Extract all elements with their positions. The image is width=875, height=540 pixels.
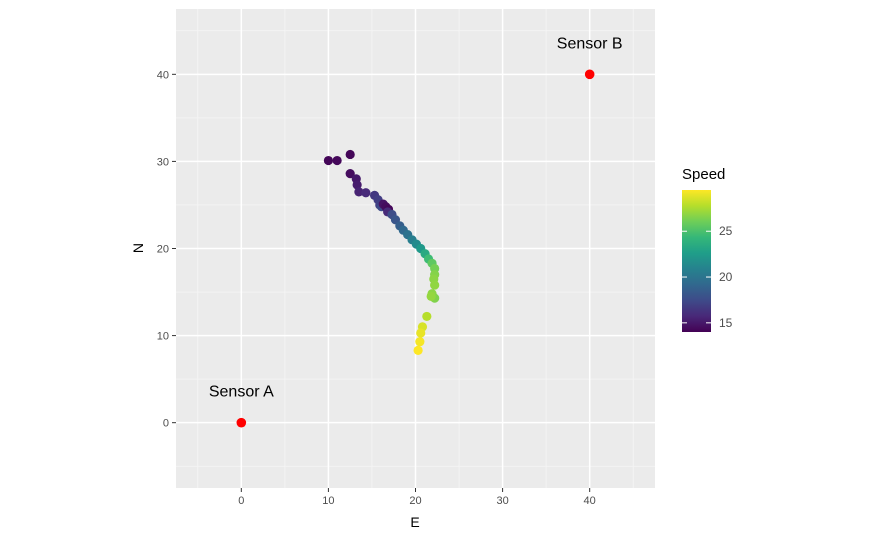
- y-tick-label: 30: [157, 156, 169, 168]
- y-tick-label: 0: [163, 418, 169, 430]
- y-axis: 0 10 20 30 40: [157, 69, 176, 430]
- colorbar: [682, 190, 711, 332]
- data-point: [354, 187, 364, 197]
- data-point: [426, 291, 436, 301]
- x-tick-label: 10: [322, 495, 334, 507]
- data-point: [361, 188, 371, 198]
- colorbar-label: 25: [719, 224, 733, 238]
- data-point: [345, 169, 355, 179]
- sensor-label: Sensor B: [557, 35, 623, 52]
- data-point: [323, 155, 334, 166]
- sensor-markers: Sensor A Sensor B: [209, 35, 623, 428]
- data-point: [352, 180, 362, 190]
- sensor-point: [236, 417, 247, 428]
- data-point: [415, 337, 425, 347]
- x-tick-label: 0: [238, 495, 244, 507]
- data-point: [416, 328, 426, 338]
- data-point: [422, 311, 432, 322]
- data-point: [430, 280, 440, 290]
- y-tick-label: 20: [157, 244, 169, 256]
- x-axis: 0 10 20 30 40: [238, 488, 596, 507]
- x-axis-title: E: [410, 514, 419, 530]
- data-point: [345, 149, 355, 160]
- y-tick-label: 10: [157, 331, 169, 343]
- y-tick-label: 40: [157, 69, 169, 81]
- speed-points: [323, 149, 440, 355]
- x-tick-label: 30: [496, 495, 508, 507]
- data-point: [413, 345, 423, 355]
- colorbar-ticks: 15 20 25: [682, 224, 733, 330]
- colorbar-label: 15: [719, 316, 733, 330]
- colorbar-label: 20: [719, 270, 733, 284]
- sensor-label: Sensor A: [209, 384, 274, 401]
- x-tick-label: 20: [409, 495, 421, 507]
- y-axis-title: N: [130, 243, 146, 253]
- data-point: [332, 155, 342, 166]
- x-tick-label: 40: [584, 495, 596, 507]
- legend-title: Speed: [682, 166, 725, 183]
- sensor-point: [584, 69, 595, 80]
